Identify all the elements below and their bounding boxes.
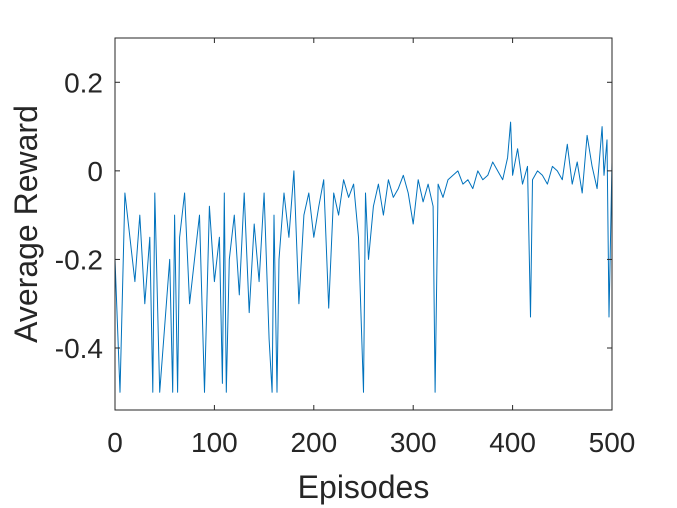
x-tick-label: 100 [191, 427, 238, 458]
y-tick-label: 0.2 [64, 67, 103, 98]
y-axis-title: Average Reward [8, 105, 44, 343]
x-tick-label: 300 [390, 427, 437, 458]
ticks-layer: 0 100 200 300 400 500 -0.4 -0.2 0 0.2 [55, 38, 636, 458]
y-tick-label: -0.2 [55, 244, 103, 275]
series-layer [114, 121, 613, 393]
x-tick-label: 0 [107, 427, 123, 458]
y-tick-label: 0 [87, 156, 103, 187]
x-axis-title: Episodes [298, 469, 430, 505]
x-tick-label: 200 [290, 427, 337, 458]
series-line-0 [114, 121, 613, 393]
y-tick-label: -0.4 [55, 333, 103, 364]
axes-box [114, 37, 613, 411]
x-tick-label: 400 [489, 427, 536, 458]
x-tick-label: 500 [589, 427, 636, 458]
